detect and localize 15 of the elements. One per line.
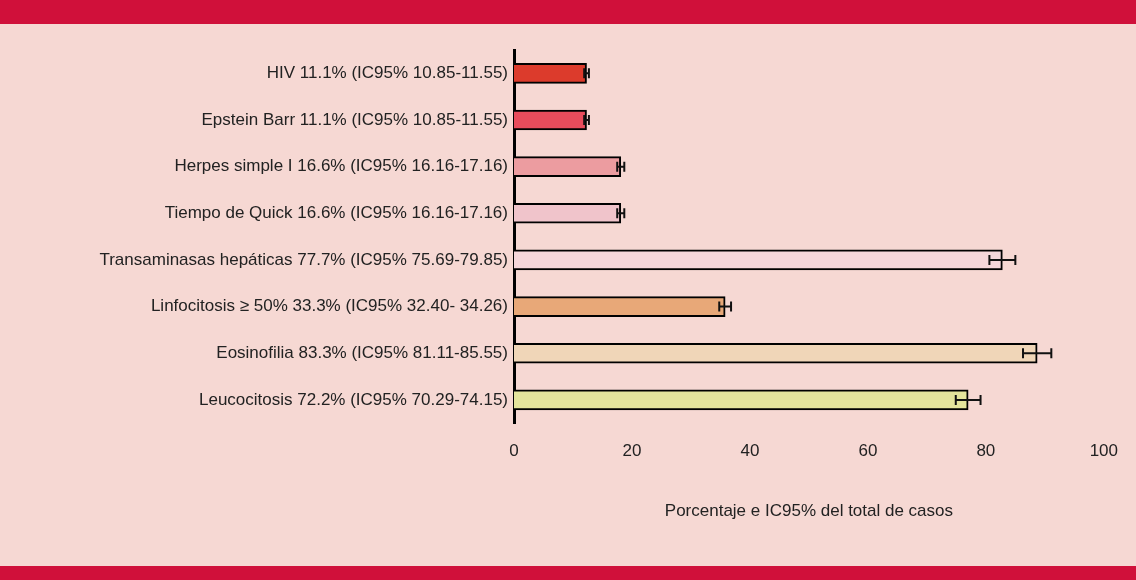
y-tick-label: Transaminasas hepáticas 77.7% (IC95% 75.69-79.85) <box>99 249 508 269</box>
x-tick-label: 60 <box>858 441 878 461</box>
y-tick-label: Epstein Barr 11.1% (IC95% 10.85-11.55) <box>201 109 508 129</box>
x-tick-label: 80 <box>976 441 996 461</box>
x-tick-label: 100 <box>1089 441 1119 461</box>
y-tick-label: Linfocitosis ≥ 50% 33.3% (IC95% 32.40- 34.26) <box>150 296 508 316</box>
x-axis-title: Porcentaje e IC95% del total de casos <box>664 501 954 521</box>
y-tick-label: Tiempo de Quick 16.6% (IC95% 16.16-17.16) <box>164 202 508 222</box>
y-tick-label: Eosinofilia 83.3% (IC95% 81.11-85.55) <box>216 342 508 362</box>
y-tick-label: Leucocitosis 72.2% (IC95% 70.29-74.15) <box>198 389 508 409</box>
y-tick-label: HIV 11.1% (IC95% 10.85-11.55) <box>266 63 508 83</box>
x-tick-label: 20 <box>622 441 642 461</box>
x-tick-label: 40 <box>740 441 760 461</box>
x-tick-label: 0 <box>509 441 519 461</box>
y-tick-label: Herpes simple I 16.6% (IC95% 16.16-17.16) <box>174 156 508 176</box>
